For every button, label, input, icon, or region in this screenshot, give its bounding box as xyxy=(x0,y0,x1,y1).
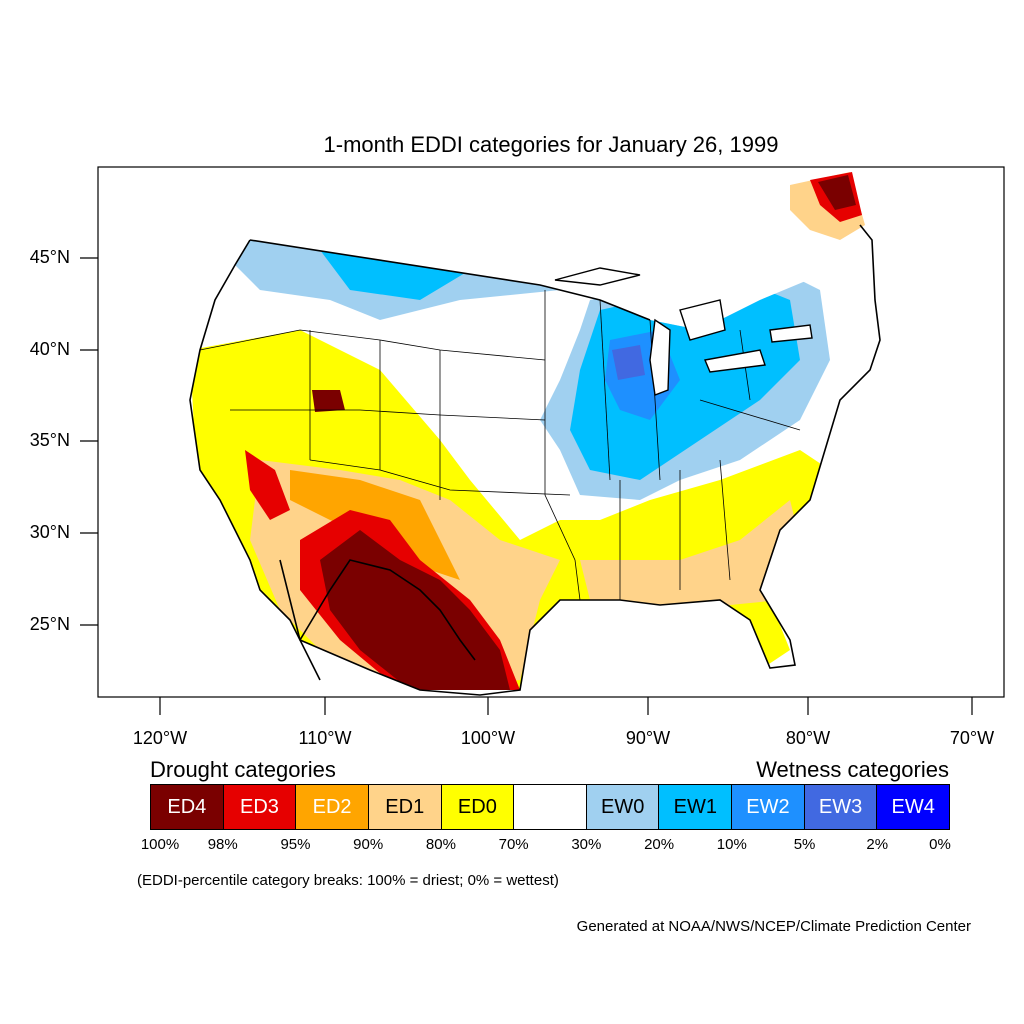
legend-break-label: 2% xyxy=(866,836,889,853)
category-note: (EDDI-percentile category breaks: 100% =… xyxy=(137,872,559,889)
lon-label: 110°W xyxy=(298,728,352,748)
ed4-region-canada xyxy=(818,175,856,210)
lat-label: 30°N xyxy=(29,522,70,542)
legend-swatch: EW2 xyxy=(732,785,805,829)
ed4-region-ut xyxy=(312,390,345,412)
credit-line: Generated at NOAA/NWS/NCEP/Climate Predi… xyxy=(576,918,971,935)
great-lakes xyxy=(554,267,813,396)
legend-swatch: EW0 xyxy=(586,785,660,829)
legend-swatch: ED4 xyxy=(151,785,224,829)
ed3-region-ca xyxy=(245,450,290,520)
drought-categories-heading: Drought categories xyxy=(150,757,336,782)
legend-swatch: EW4 xyxy=(877,785,950,829)
lon-label: 70°W xyxy=(949,728,995,748)
legend-swatch xyxy=(514,785,587,829)
lat-label: 35°N xyxy=(29,430,70,450)
lon-label: 120°W xyxy=(132,728,188,748)
legend-swatch: ED0 xyxy=(441,785,515,829)
legend-break-label: 90% xyxy=(353,836,384,853)
legend-swatch: EW1 xyxy=(659,785,733,829)
lat-label: 45°N xyxy=(29,247,70,267)
legend-break-label: 100% xyxy=(140,836,180,853)
ew1-region-east xyxy=(570,280,800,480)
ew3-region-mw xyxy=(612,345,645,380)
legend-swatch: ED3 xyxy=(223,785,297,829)
axis-ticks xyxy=(80,257,973,715)
legend-break-label: 80% xyxy=(425,836,456,853)
legend-break-label: 20% xyxy=(644,836,675,853)
legend-break-label: 5% xyxy=(793,836,816,853)
legend-break-label: 95% xyxy=(280,836,311,853)
legend-swatch: ED1 xyxy=(368,785,442,829)
lon-label: 90°W xyxy=(625,728,671,748)
map-title: 1-month EDDI categories for January 26, … xyxy=(323,132,779,157)
lat-label: 25°N xyxy=(29,614,70,634)
lat-label: 40°N xyxy=(29,339,70,359)
wetness-categories-heading: Wetness categories xyxy=(756,757,949,782)
ed4-region xyxy=(320,530,510,690)
category-legend: ED4 ED3 ED2 ED1 ED0 EW0 EW1 EW2 EW3 EW4 xyxy=(150,784,950,830)
ed1-region-se xyxy=(580,500,800,605)
legend-break-label: 10% xyxy=(716,836,747,853)
legend-swatch: ED2 xyxy=(296,785,369,829)
legend-swatch: EW3 xyxy=(804,785,878,829)
state-borders xyxy=(199,290,801,601)
legend-break-label: 0% xyxy=(929,836,951,853)
legend-break-label: 30% xyxy=(571,836,602,853)
legend-break-label: 70% xyxy=(498,836,529,853)
coastlines xyxy=(189,224,881,696)
lon-label: 80°W xyxy=(785,728,831,748)
lon-label: 100°W xyxy=(460,728,516,748)
legend-break-label: 98% xyxy=(207,836,238,853)
